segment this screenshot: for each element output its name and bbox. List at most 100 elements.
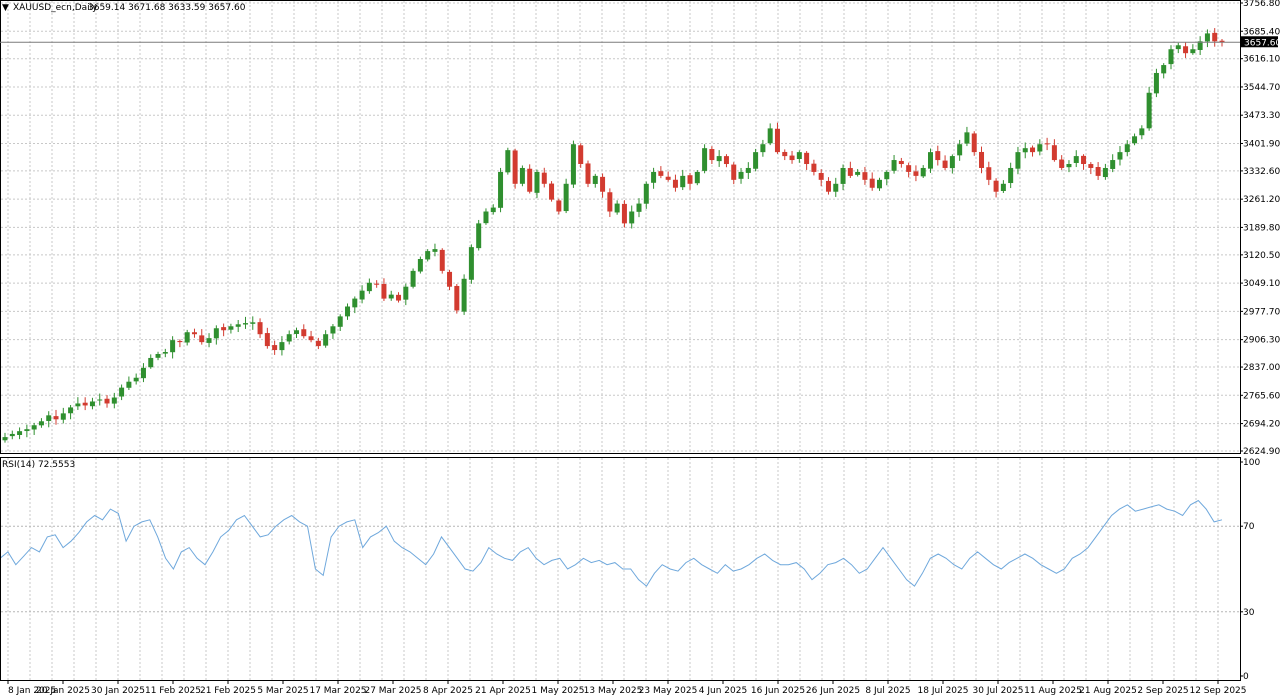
candle-down [541,167,547,188]
candlestick-series [2,28,1225,443]
candle-body [119,387,125,397]
candle-body [1175,45,1181,50]
candle-body [855,171,861,175]
candle-up [140,363,146,383]
candle-body [723,156,729,165]
candle-body [490,207,496,213]
candle-body [1044,143,1050,145]
candle-up [498,167,504,213]
collapse-triangle-icon[interactable]: ▼ [2,3,9,13]
candle-body [928,152,934,169]
candle-body [476,223,482,249]
candle-body [658,171,664,176]
candle-body [293,330,299,334]
candle-down [942,155,948,171]
candle-body [1168,49,1174,65]
candle-body [847,168,853,176]
time-tick-label: 30 Jan 2025 [91,686,145,696]
candle-up [425,249,431,262]
candle-down [658,166,664,179]
candle-body [869,178,875,188]
candle-body [24,429,30,432]
candle-body [687,175,693,184]
current-price-label: 3657.60 [1244,38,1280,48]
time-tick-label: 27 Mar 2025 [364,686,421,696]
candle-up [119,384,125,401]
candle-body [629,211,635,224]
candle-down [381,278,387,301]
candle-up [1197,36,1203,56]
candle-body [884,171,890,180]
candle-up [949,154,955,174]
candle-down [191,328,197,338]
time-tick-label: 1 May 2025 [532,686,585,696]
candle-down [600,173,606,198]
candle-body [140,367,146,379]
candle-body [709,149,715,161]
candle-body [366,282,372,292]
candle-body [600,176,606,192]
candle-up [738,167,744,184]
candle-body [818,173,824,180]
candle-down [782,149,788,161]
candle-body [1059,159,1065,168]
candle-up [111,392,117,409]
candle-body [425,251,431,260]
candle-body [789,155,795,161]
candle-down [585,160,591,188]
candle-body [964,132,970,144]
candle-down [862,166,868,185]
candle-body [60,413,66,420]
candle-body [1132,136,1138,144]
candle-body [1073,156,1079,163]
candle-up [24,424,30,438]
candle-down [374,280,380,288]
candle-body [898,160,904,165]
candle-up [505,147,511,175]
current-price-tag [1241,36,1278,48]
candle-down [177,339,183,348]
candle-body [760,144,766,153]
candle-body [97,399,103,401]
time-tick-label: 12 Sep 2025 [1189,686,1246,696]
candle-body [643,183,649,204]
candle-body [1153,72,1159,94]
rsi-tick-label: 30 [1243,608,1255,618]
price-tick-label: 2624.90 [1243,447,1280,457]
candle-down [869,172,875,191]
candle-up [126,376,132,391]
candle-up [833,177,839,197]
candle-body [417,259,423,272]
candle-body [38,421,44,426]
candle-down [687,172,693,190]
candle-up [519,165,525,187]
candle-body [876,179,882,189]
candle-down [1212,28,1218,47]
candle-body [148,357,154,368]
candle-up [432,243,438,257]
candle-up [1102,163,1108,180]
candle-down [257,318,263,338]
candle-down [512,148,518,189]
candle-up [592,173,598,188]
candle-body [206,338,212,343]
candle-body [1219,40,1225,43]
time-tick-label: 11 Aug 2025 [1024,686,1082,696]
candle-body [1102,167,1108,178]
candle-up [250,316,256,330]
candle-body [330,326,336,334]
candle-up [461,274,467,315]
time-tick-label: 21 Aug 2025 [1079,686,1137,696]
candle-body [1088,164,1094,168]
candle-body [935,151,941,161]
rsi-tick-label: 0 [1243,672,1249,682]
candle-down [672,174,678,192]
candle-up [957,139,963,161]
candle-up [1168,45,1174,70]
symbol-title: XAUUSD_ecn,Daily [13,3,98,13]
candle-up [213,325,219,345]
candle-down [898,157,904,168]
candle-up [1073,150,1079,168]
candle-up [1008,162,1014,189]
candle-up [366,278,372,294]
